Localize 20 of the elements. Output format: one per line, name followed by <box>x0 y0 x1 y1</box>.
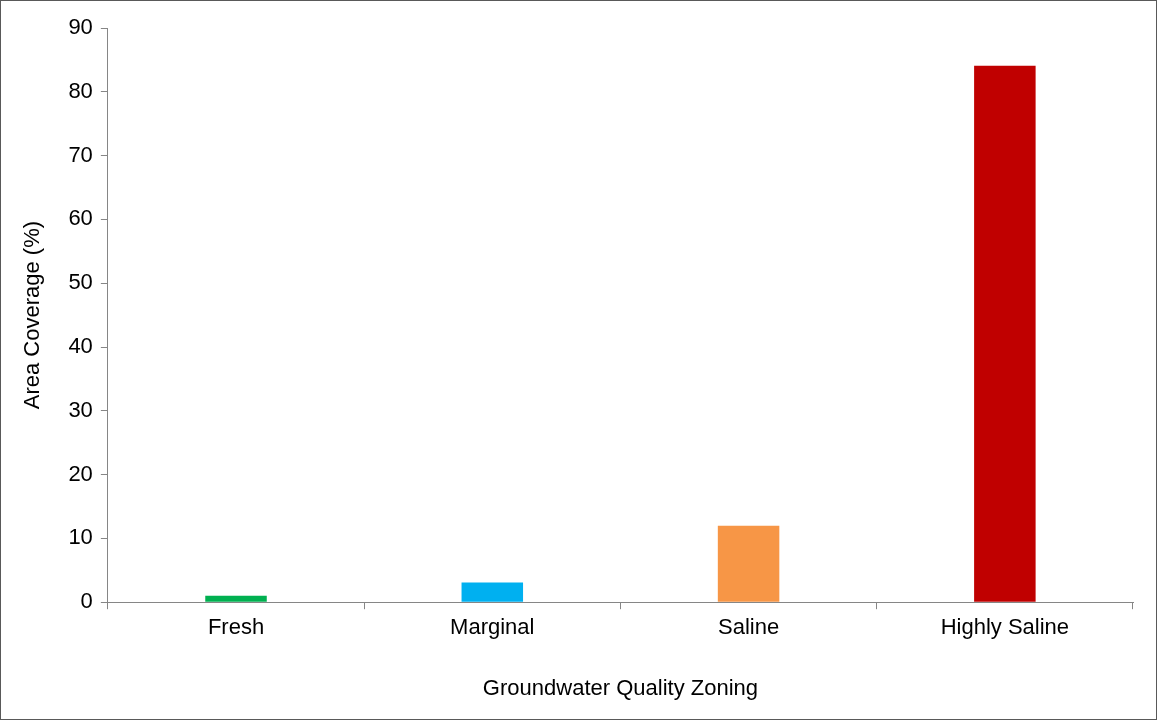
y-axis-title: Area Coverage (%) <box>19 220 45 410</box>
y-tick-label: 30 <box>68 396 93 422</box>
y-tick-label: 10 <box>68 524 93 550</box>
y-tick-label: 50 <box>68 269 93 295</box>
y-tick-label: 60 <box>68 205 93 231</box>
bar <box>974 65 1036 602</box>
bar <box>205 595 267 602</box>
bar <box>717 525 780 602</box>
bar <box>461 582 524 602</box>
y-tick-label: 70 <box>68 141 93 167</box>
y-tick-label: 40 <box>68 333 93 359</box>
y-tick-label: 80 <box>68 77 93 103</box>
y-tick-label: 0 <box>80 588 93 614</box>
x-tick-label: Saline <box>718 614 780 640</box>
x-tick-label: Fresh <box>207 614 265 640</box>
y-tick-label: 20 <box>68 460 93 486</box>
x-tick-label: Marginal <box>450 614 535 640</box>
x-tick-label: Highly Saline <box>940 614 1070 640</box>
x-axis-title: Groundwater Quality Zoning <box>482 674 759 700</box>
y-tick-label: 90 <box>68 14 93 40</box>
